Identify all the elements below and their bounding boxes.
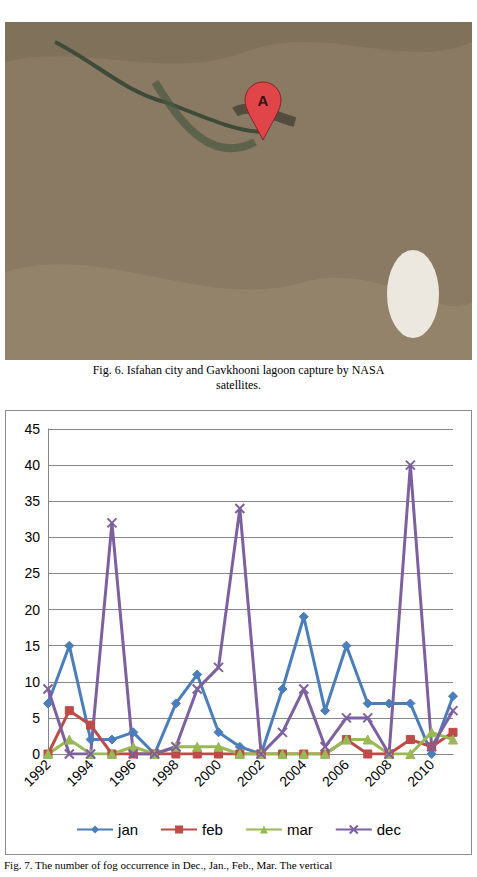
svg-text:2002: 2002 (233, 756, 266, 789)
svg-text:35: 35 (24, 493, 40, 509)
html-text:Fig. 7. The number of fog occu: Fig. 7. The number of fog occurrence in … (4, 859, 333, 871)
svg-text:20: 20 (24, 602, 40, 618)
svg-text:1994: 1994 (63, 756, 96, 789)
svg-text:0: 0 (32, 746, 40, 762)
svg-text:2000: 2000 (191, 756, 224, 789)
svg-text:5: 5 (32, 710, 40, 726)
svg-text:30: 30 (24, 529, 40, 545)
svg-text:1992: 1992 (20, 756, 53, 789)
svg-text:2004: 2004 (276, 756, 309, 789)
svg-text:10: 10 (24, 674, 40, 690)
svg-text:1998: 1998 (148, 756, 181, 789)
html-text:Fig. 6. Isfahan city and Gavkh: Fig. 6. Isfahan city and Gavkhooni lagoo… (92, 363, 385, 392)
svg-text:15: 15 (24, 638, 40, 654)
svg-text:25: 25 (24, 565, 40, 581)
svg-text:40: 40 (24, 457, 40, 473)
svg-text:A: A (258, 92, 269, 109)
svg-text:1996: 1996 (106, 756, 139, 789)
svg-text:2006: 2006 (319, 756, 352, 789)
svg-text:feb: feb (202, 821, 223, 838)
svg-text:jan: jan (117, 821, 138, 838)
svg-text:mar: mar (287, 821, 313, 838)
svg-text:2008: 2008 (361, 756, 394, 789)
svg-text:dec: dec (377, 821, 402, 838)
svg-text:45: 45 (24, 421, 40, 437)
svg-text:2010: 2010 (404, 756, 437, 789)
